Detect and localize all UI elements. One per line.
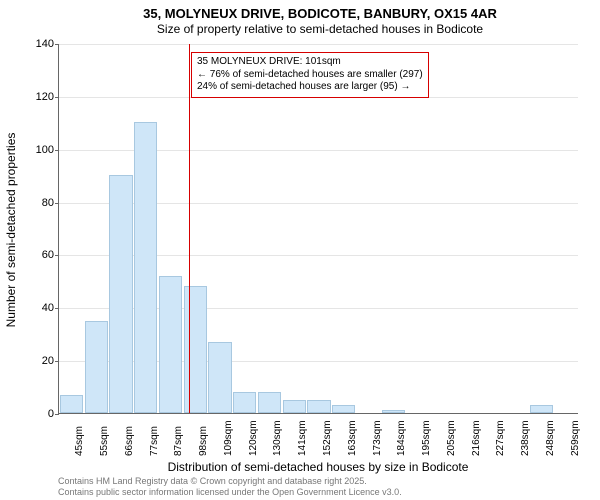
x-tick-label: 120sqm xyxy=(248,420,259,456)
footer-attribution: Contains HM Land Registry data © Crown c… xyxy=(58,476,402,498)
x-tick-label: 216sqm xyxy=(471,420,482,456)
x-tick-label: 130sqm xyxy=(272,420,283,456)
y-tick xyxy=(55,255,59,256)
x-tick-label: 205sqm xyxy=(446,420,457,456)
bar xyxy=(208,342,231,413)
bar xyxy=(530,405,553,413)
annotation-box: 35 MOLYNEUX DRIVE: 101sqm ← 76% of semi-… xyxy=(191,52,429,98)
y-tick xyxy=(55,414,59,415)
y-tick xyxy=(55,203,59,204)
bar xyxy=(109,175,132,413)
annotation-line1: 35 MOLYNEUX DRIVE: 101sqm xyxy=(197,56,423,69)
x-tick-label: 163sqm xyxy=(347,420,358,456)
x-tick-label: 184sqm xyxy=(396,420,407,456)
plot-area: 35 MOLYNEUX DRIVE: 101sqm ← 76% of semi-… xyxy=(58,44,578,414)
annotation-line2: ← 76% of semi-detached houses are smalle… xyxy=(197,69,423,82)
footer-line2: Contains public sector information licen… xyxy=(58,487,402,498)
x-tick-label: 152sqm xyxy=(322,420,333,456)
y-tick xyxy=(55,44,59,45)
footer-line1: Contains HM Land Registry data © Crown c… xyxy=(58,476,402,487)
y-tick xyxy=(55,361,59,362)
bar xyxy=(307,400,330,413)
x-tick-label: 238sqm xyxy=(520,420,531,456)
bar xyxy=(332,405,355,413)
x-tick-label: 173sqm xyxy=(372,420,383,456)
y-tick-label: 140 xyxy=(36,38,54,50)
y-tick xyxy=(55,308,59,309)
x-tick-label: 45sqm xyxy=(74,426,85,456)
y-tick-label: 100 xyxy=(36,144,54,156)
x-tick-label: 259sqm xyxy=(570,420,581,456)
y-tick xyxy=(55,97,59,98)
x-tick-label: 98sqm xyxy=(198,426,209,456)
chart-subtitle: Size of property relative to semi-detach… xyxy=(50,22,590,36)
y-axis-label: Number of semi-detached properties xyxy=(4,133,18,328)
x-tick-label: 195sqm xyxy=(421,420,432,456)
bar xyxy=(134,122,157,413)
x-tick-label: 55sqm xyxy=(99,426,110,456)
y-tick-label: 60 xyxy=(42,249,54,261)
y-tick-label: 0 xyxy=(48,408,54,420)
y-tick-label: 120 xyxy=(36,91,54,103)
bar xyxy=(382,410,405,413)
gridline xyxy=(59,44,578,45)
bar xyxy=(258,392,281,413)
y-tick-label: 80 xyxy=(42,197,54,209)
x-tick-label: 66sqm xyxy=(124,426,135,456)
y-tick-label: 20 xyxy=(42,355,54,367)
y-tick xyxy=(55,150,59,151)
bar xyxy=(60,395,83,414)
annotation-line3: 24% of semi-detached houses are larger (… xyxy=(197,81,423,94)
x-tick-label: 141sqm xyxy=(297,420,308,456)
bar xyxy=(283,400,306,413)
chart-title: 35, MOLYNEUX DRIVE, BODICOTE, BANBURY, O… xyxy=(50,6,590,21)
bar xyxy=(233,392,256,413)
bar xyxy=(184,286,207,413)
x-tick-label: 248sqm xyxy=(545,420,556,456)
bar xyxy=(85,321,108,414)
chart-container: 35, MOLYNEUX DRIVE, BODICOTE, BANBURY, O… xyxy=(0,0,600,500)
x-tick-label: 227sqm xyxy=(495,420,506,456)
reference-line xyxy=(189,44,190,413)
y-tick-label: 40 xyxy=(42,302,54,314)
bar xyxy=(159,276,182,413)
x-axis-label: Distribution of semi-detached houses by … xyxy=(58,460,578,474)
x-tick-label: 77sqm xyxy=(149,426,160,456)
x-tick-label: 87sqm xyxy=(173,426,184,456)
x-tick-label: 109sqm xyxy=(223,420,234,456)
